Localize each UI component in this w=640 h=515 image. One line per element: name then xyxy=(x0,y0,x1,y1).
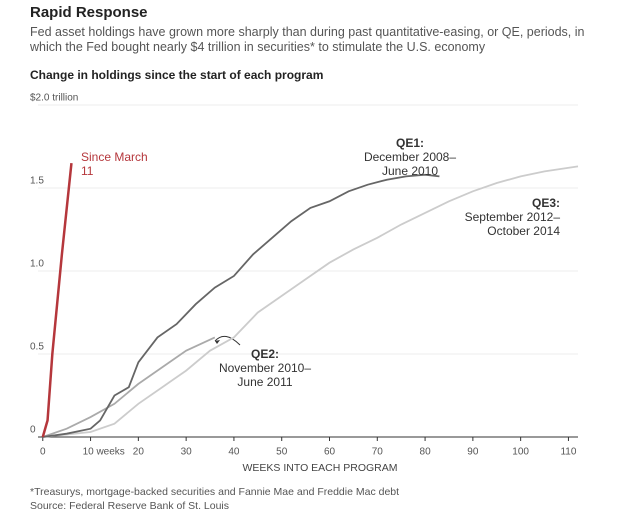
series-note: September 2012–October 2014 xyxy=(464,210,560,238)
x-tick-label: 70 xyxy=(372,447,384,458)
x-tick-label: 10 weeks xyxy=(83,447,125,458)
x-tick-label: 110 xyxy=(560,447,576,458)
arrow-head xyxy=(215,340,220,344)
x-tick-label: 80 xyxy=(420,447,432,458)
chart-label: Change in holdings since the start of ea… xyxy=(30,68,324,82)
x-tick-label: 50 xyxy=(276,447,288,458)
subtitle: Fed asset holdings have grown more sharp… xyxy=(30,25,585,54)
x-tick-label: 0 xyxy=(40,447,46,458)
series-line xyxy=(42,173,440,438)
series-note: November 2010–June 2011 xyxy=(218,361,312,389)
series-label: QE1: December 2008–June 2010 xyxy=(355,136,465,178)
x-tick-label: 20 xyxy=(133,447,145,458)
series-line xyxy=(42,336,216,438)
x-tick-label: 40 xyxy=(228,447,240,458)
annotation-arrow xyxy=(214,335,241,346)
x-tick-label: 60 xyxy=(324,447,336,458)
title: Rapid Response xyxy=(30,4,148,21)
footnote: *Treasurys, mortgage-backed securities a… xyxy=(30,486,400,498)
x-tick-label: 30 xyxy=(181,447,193,458)
y-tick-label: 1.5 xyxy=(30,176,44,187)
series-label: Since March 11 xyxy=(81,150,148,178)
series-name: QE3: xyxy=(531,196,560,210)
x-tick-label: 100 xyxy=(512,447,529,458)
y-tick-label: 1.0 xyxy=(30,259,44,270)
series-label: QE2: November 2010–June 2011 xyxy=(210,347,320,389)
series-name: QE1: xyxy=(395,136,424,150)
source: Source: Federal Reserve Bank of St. Loui… xyxy=(30,500,230,512)
x-axis-label: WEEKS INTO EACH PROGRAM xyxy=(242,462,398,474)
y-tick-label: 0.5 xyxy=(30,342,44,353)
series-line xyxy=(42,165,579,438)
y-tick-label: 0 xyxy=(30,425,36,436)
series-line xyxy=(41,162,73,438)
series-note: December 2008–June 2010 xyxy=(363,150,457,178)
x-tick-label: 90 xyxy=(467,447,479,458)
y-tick-label: $2.0 trillion xyxy=(30,93,78,104)
series-label: QE3: September 2012–October 2014 xyxy=(445,196,560,238)
series-name: QE2: xyxy=(250,347,279,361)
